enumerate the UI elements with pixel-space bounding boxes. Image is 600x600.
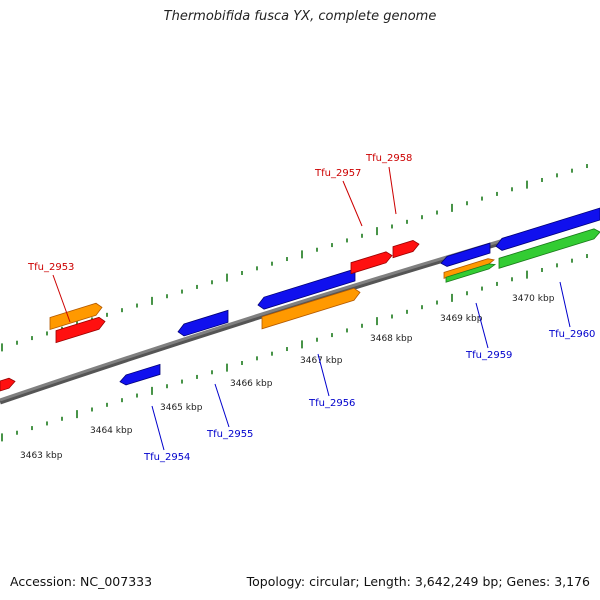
cds-green-2960 xyxy=(498,228,600,269)
gene-leader-line xyxy=(475,302,489,349)
map-title: Thermobifida fusca YX, complete genome xyxy=(163,9,437,24)
gene-red-1 xyxy=(0,377,16,392)
gene-blue-2960 xyxy=(495,207,600,251)
gene-red-2953 xyxy=(55,316,106,344)
cds-orange-2953 xyxy=(49,302,103,331)
gene-leader-line xyxy=(214,383,230,428)
scale-label: 3468 kbp xyxy=(370,334,413,344)
accession-label: Accession: NC_007333 xyxy=(10,574,153,589)
scale-label: 3469 kbp xyxy=(440,314,483,324)
scale-label: 3463 kbp xyxy=(20,451,63,461)
cds-orange-2956 xyxy=(261,287,361,330)
scale-label: 3465 kbp xyxy=(160,403,203,413)
gene-label: Tfu_2960 xyxy=(548,329,595,340)
gene-label: Tfu_2953 xyxy=(27,262,74,273)
gene-label: Tfu_2958 xyxy=(365,153,412,164)
gene-leader-line xyxy=(52,274,71,323)
gene-leader-line xyxy=(151,405,165,451)
cds-orange-2959 xyxy=(443,258,495,279)
scale-label: 3466 kbp xyxy=(230,379,273,389)
gene-red-2957 xyxy=(350,251,393,275)
gene-leader-line xyxy=(317,353,330,397)
gene-label: Tfu_2956 xyxy=(308,398,355,409)
gene-leader-line xyxy=(388,166,397,215)
scale-label: 3470 kbp xyxy=(512,294,555,304)
gene-blue-2956 xyxy=(257,268,356,310)
gene-red-2958 xyxy=(392,240,420,259)
gene-blue-2955 xyxy=(177,309,229,337)
gene-label: Tfu_2955 xyxy=(206,429,253,440)
gene-blue-2954 xyxy=(119,363,161,386)
scale-label: 3464 kbp xyxy=(90,426,133,436)
gene-label: Tfu_2957 xyxy=(314,168,361,179)
cds-green-2959 xyxy=(445,263,497,283)
gene-label: Tfu_2954 xyxy=(143,452,190,463)
scale-label: 3467 kbp xyxy=(300,356,343,366)
gene-leader-line xyxy=(342,180,363,227)
gene-leader-line xyxy=(559,281,571,328)
gene-blue-2959 xyxy=(440,242,491,267)
gene-label: Tfu_2959 xyxy=(465,350,512,361)
genome-summary: Topology: circular; Length: 3,642,249 bp… xyxy=(246,574,590,589)
